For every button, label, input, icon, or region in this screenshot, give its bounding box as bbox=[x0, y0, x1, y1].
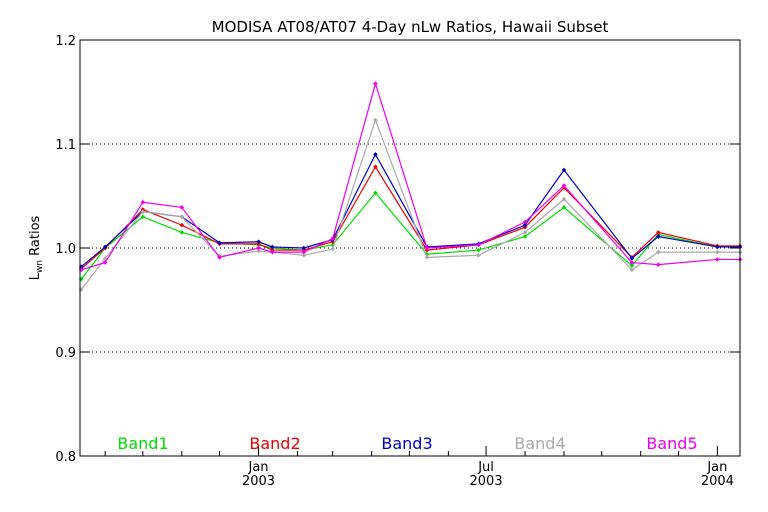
data-point bbox=[256, 248, 261, 254]
series-band5 bbox=[78, 81, 743, 273]
y-axis: 0.8 0.9 1.0 1.1 1.2 bbox=[55, 34, 740, 465]
data-point bbox=[373, 81, 378, 86]
legend: Band1 Band2 Band3 Band4 Band5 bbox=[117, 434, 697, 453]
data-point bbox=[715, 257, 720, 262]
data-point bbox=[424, 255, 430, 260]
data-point bbox=[270, 249, 275, 255]
series-band4 bbox=[78, 117, 743, 292]
series-line-band4 bbox=[80, 118, 740, 290]
data-point bbox=[330, 246, 335, 252]
legend-entry-band2: Band2 bbox=[249, 434, 300, 453]
series-line-band5 bbox=[81, 81, 740, 271]
data-point bbox=[179, 230, 185, 235]
data-point bbox=[715, 249, 720, 255]
series-band1 bbox=[78, 190, 743, 282]
data-point bbox=[715, 244, 720, 250]
data-point bbox=[373, 164, 378, 170]
data-point bbox=[102, 244, 108, 250]
legend-entry-band1: Band1 bbox=[117, 434, 168, 453]
data-point bbox=[655, 249, 661, 255]
y-tick-label: 1.1 bbox=[55, 138, 76, 153]
y-tick-label: 0.9 bbox=[55, 346, 76, 361]
data-point bbox=[179, 222, 185, 228]
x-tick-label-year: 2003 bbox=[470, 474, 503, 489]
y-tick-label: 1.2 bbox=[55, 34, 76, 49]
series-line-band2 bbox=[80, 165, 740, 270]
data-point bbox=[179, 214, 185, 220]
data-point bbox=[140, 199, 146, 205]
data-point bbox=[256, 245, 261, 251]
data-point bbox=[102, 260, 108, 265]
data-point bbox=[373, 152, 378, 157]
data-point bbox=[373, 190, 378, 196]
data-point bbox=[217, 240, 222, 246]
data-point bbox=[655, 262, 661, 267]
chart-title: MODISA AT08/AT07 4-Day nLw Ratios, Hawai… bbox=[212, 18, 609, 36]
data-point bbox=[301, 245, 307, 251]
data-point bbox=[655, 230, 661, 235]
data-point bbox=[476, 252, 481, 258]
data-point bbox=[102, 256, 108, 261]
data-point bbox=[476, 242, 481, 248]
data-point bbox=[301, 249, 307, 255]
y-axis-label-tail: Ratios bbox=[28, 215, 43, 260]
y-axis-label-subscript: wn bbox=[35, 260, 45, 273]
series-lines bbox=[78, 81, 743, 292]
data-point bbox=[179, 205, 185, 210]
x-tick-label-year: 2004 bbox=[701, 474, 734, 489]
x-tick-label-month: Jul bbox=[477, 460, 494, 475]
series-band3 bbox=[78, 152, 743, 270]
legend-entry-band5: Band5 bbox=[646, 434, 697, 453]
data-point bbox=[140, 214, 146, 220]
y-axis-label: Lwn Ratios bbox=[28, 215, 45, 280]
y-axis-label-main: L bbox=[28, 272, 43, 280]
legend-entry-band3: Band3 bbox=[381, 434, 432, 453]
data-point bbox=[655, 234, 661, 239]
y-tick-label: 0.8 bbox=[55, 450, 76, 465]
data-point bbox=[424, 245, 430, 251]
y-tick-label: 1.0 bbox=[55, 242, 76, 257]
x-tick-label-year: 2003 bbox=[242, 474, 275, 489]
legend-entry-band4: Band4 bbox=[514, 434, 565, 453]
x-tick-label-month: Jan bbox=[247, 460, 268, 475]
x-tick-label-month: Jan bbox=[706, 460, 727, 475]
series-line-band1 bbox=[80, 191, 740, 280]
series-line-band3 bbox=[80, 153, 740, 268]
data-point bbox=[373, 117, 378, 123]
data-point bbox=[140, 209, 146, 214]
